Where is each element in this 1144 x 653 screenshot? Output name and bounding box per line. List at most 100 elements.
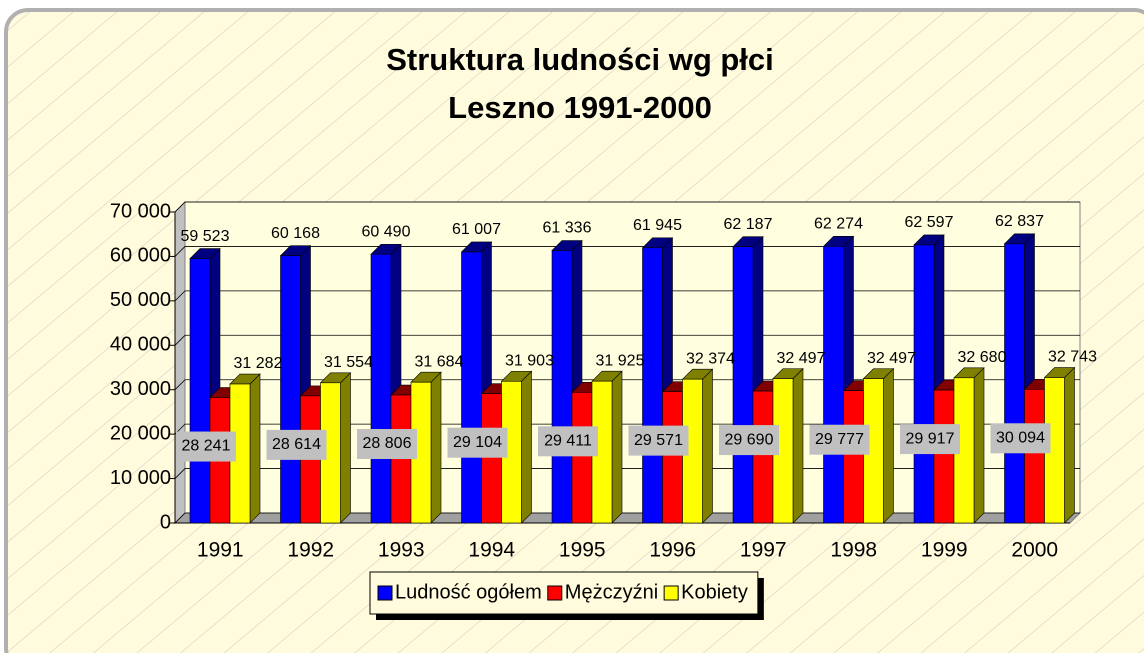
label-bg <box>809 424 870 455</box>
bar <box>732 246 754 524</box>
label-bg <box>266 429 327 460</box>
value-label: 32 374 <box>686 350 735 367</box>
legend-label: Mężczyźni <box>565 581 658 603</box>
bar <box>1004 243 1025 524</box>
value-label: 31 925 <box>596 352 645 369</box>
grid-line <box>174 334 1080 346</box>
value-label-box: 28 806 <box>357 429 417 460</box>
value-label-box: 30 094 <box>990 423 1051 454</box>
value-label: 31 282 <box>234 355 283 372</box>
bar <box>662 391 683 524</box>
bar-side <box>883 367 894 524</box>
value-label: 32 680 <box>958 349 1007 366</box>
bar <box>481 393 502 524</box>
legend-label: Ludność ogółem <box>395 581 542 603</box>
value-label: 28 614 <box>272 436 321 453</box>
x-tick-label: 1991 <box>197 539 244 562</box>
value-label: 29 571 <box>634 432 683 449</box>
label-bg <box>900 424 960 455</box>
value-label: 29 104 <box>453 434 502 451</box>
value-label-box: 29 690 <box>719 425 779 456</box>
y-tick-label: 20 000 <box>110 422 171 444</box>
value-label-box: 29 917 <box>900 424 960 455</box>
bar <box>642 247 663 524</box>
value-label: 62 597 <box>905 214 954 231</box>
grid-line <box>174 246 1080 257</box>
value-label: 62 837 <box>995 213 1044 230</box>
bar-side <box>340 372 351 524</box>
value-label: 28 806 <box>363 435 412 452</box>
bar-side <box>702 368 713 524</box>
value-label: 61 336 <box>543 220 592 237</box>
y-tick-label: 70 000 <box>110 200 171 222</box>
label-bg <box>176 431 236 462</box>
bar <box>1024 388 1045 524</box>
value-label-box: 29 104 <box>447 427 508 458</box>
bar <box>461 251 482 524</box>
bar <box>189 258 211 524</box>
value-label: 60 168 <box>271 225 320 242</box>
label-bg <box>628 425 689 456</box>
bar <box>551 250 573 524</box>
label-bg <box>719 425 779 456</box>
x-tick-label: 1994 <box>468 539 515 562</box>
x-tick-label: 1995 <box>559 539 606 562</box>
x-tick-label: 1996 <box>649 539 696 562</box>
grid-line <box>174 290 1080 302</box>
value-label: 31 903 <box>505 352 554 369</box>
value-label-box: 28 241 <box>176 431 236 462</box>
label-bg <box>447 427 508 458</box>
legend-swatch <box>377 585 393 601</box>
bar <box>752 390 774 524</box>
x-tick-label: 1992 <box>287 539 334 562</box>
bar-side <box>1064 366 1075 524</box>
value-label: 59 523 <box>181 228 230 245</box>
value-label: 32 743 <box>1048 349 1097 366</box>
y-tick-label: 30 000 <box>110 378 171 400</box>
value-label: 61 007 <box>452 221 501 238</box>
label-bg <box>538 426 598 457</box>
x-tick-label: 1997 <box>740 539 787 562</box>
bar-side <box>249 373 261 524</box>
bar-side <box>611 370 623 524</box>
label-bg <box>990 423 1051 454</box>
grid-line <box>174 201 1080 213</box>
value-label: 32 497 <box>867 350 916 367</box>
value-label-box: 29 411 <box>538 426 598 457</box>
value-label: 29 411 <box>544 433 592 450</box>
y-tick-label: 40 000 <box>110 334 171 356</box>
bar <box>571 392 593 524</box>
y-tick-label: 60 000 <box>110 245 171 267</box>
legend: Ludność ogółem Mężczyźni Kobiety <box>369 571 764 620</box>
chart-title: Struktura ludności wg płci <box>386 42 774 77</box>
bar <box>823 246 844 524</box>
value-label-box: 29 571 <box>628 425 689 456</box>
value-label: 28 241 <box>182 438 231 455</box>
value-label: 29 917 <box>906 430 955 447</box>
bar <box>933 389 955 524</box>
bar-side <box>973 367 985 524</box>
value-label: 29 777 <box>815 431 864 448</box>
bar-side <box>430 371 442 524</box>
value-label: 30 094 <box>996 430 1045 447</box>
x-tick-label: 1999 <box>921 539 968 562</box>
bar <box>843 390 864 524</box>
side-wall <box>174 200 186 525</box>
value-label: 60 490 <box>362 223 411 240</box>
value-label: 32 497 <box>777 350 826 367</box>
chart-subtitle: Leszno 1991-2000 <box>448 90 712 125</box>
y-tick-label: 10 000 <box>110 467 171 489</box>
value-label-box: 29 777 <box>809 424 870 455</box>
y-tick-label: 0 <box>160 511 171 533</box>
legend-label: Kobiety <box>681 581 748 603</box>
legend-swatch <box>547 585 563 601</box>
value-label: 62 187 <box>724 216 773 233</box>
value-label: 62 274 <box>814 216 863 233</box>
x-tick-label: 1998 <box>830 539 877 562</box>
bar <box>913 244 935 524</box>
value-label: 29 690 <box>725 431 774 448</box>
bar-side <box>521 370 532 524</box>
value-label: 31 554 <box>324 354 373 371</box>
value-label: 31 684 <box>415 353 464 370</box>
